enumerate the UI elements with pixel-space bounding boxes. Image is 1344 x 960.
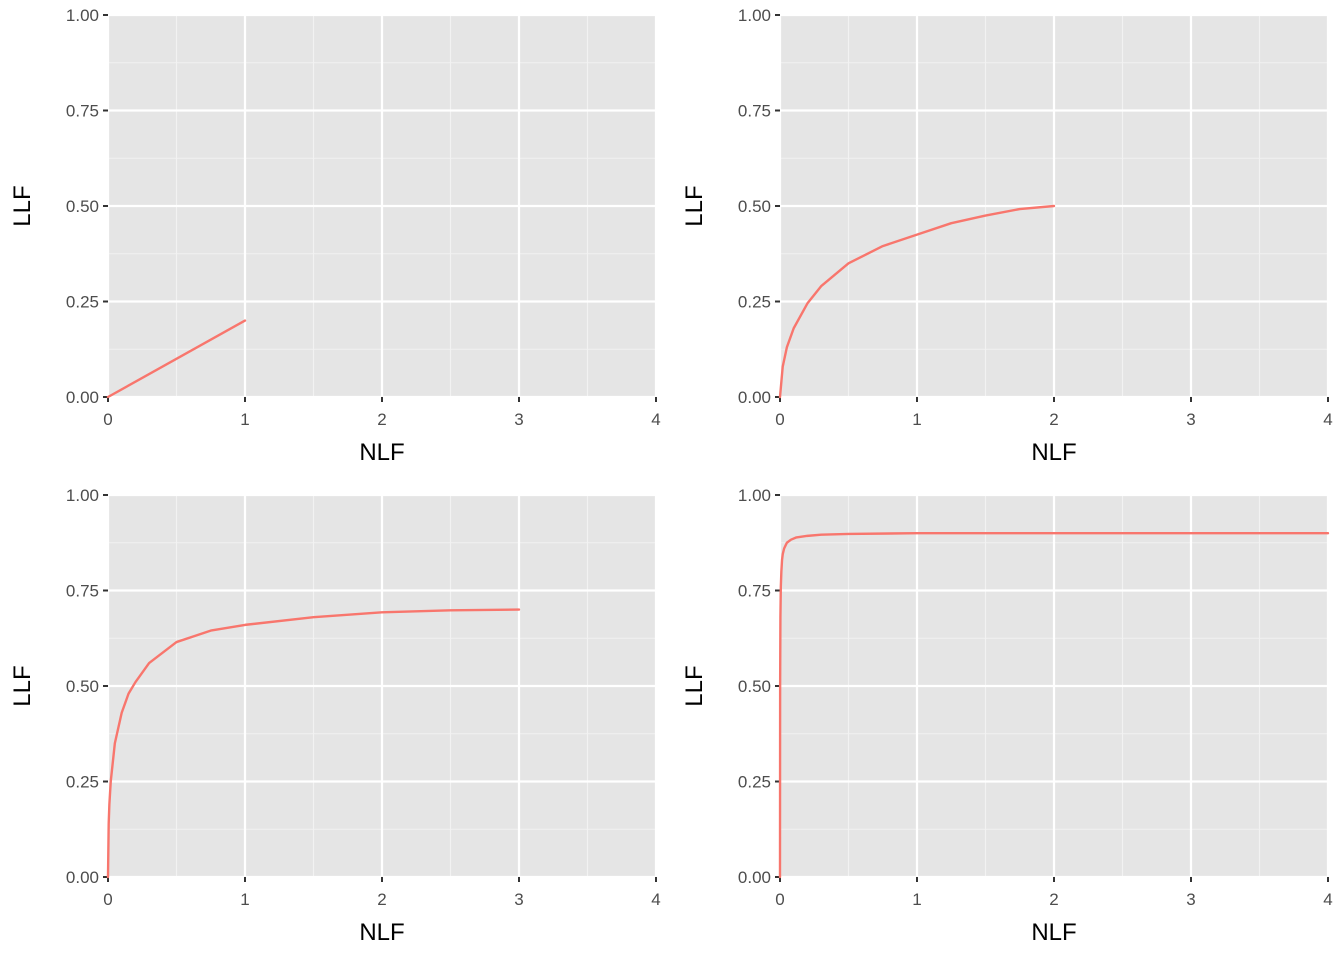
x-tick-label: 2 [1049,890,1058,909]
y-tick-label: 0.50 [66,677,99,696]
x-tick-label: 1 [240,410,249,429]
y-tick-label: 0.00 [66,868,99,887]
y-tick-label: 0.50 [66,197,99,216]
series-line [778,532,1330,879]
x-tick-label: 0 [103,890,112,909]
series-line [778,204,1056,399]
x-tick-label: 4 [651,890,660,909]
series-line [106,608,521,879]
y-tick-label: 0.25 [738,293,771,312]
x-tick-label: 1 [912,890,921,909]
y-tick-label: 1.00 [66,6,99,25]
y-axis-title: LLF [9,665,36,706]
x-axis-title: NLF [1031,919,1076,946]
x-tick-label: 3 [1186,410,1195,429]
x-tick-label: 2 [1049,410,1058,429]
series-line [106,319,247,399]
x-tick-label: 1 [912,410,921,429]
x-tick-label: 2 [377,890,386,909]
y-tick-label: 0.00 [738,868,771,887]
y-tick-label: 1.00 [66,486,99,505]
chart-panel-1: 0 1 2 3 4 0.00 0.25 0.50 0.75 1.00 NLF LLF [9,6,661,466]
chart-panel-2: 0 1 2 3 4 0.00 0.25 0.50 0.75 1.00 NLF LLF [681,6,1333,466]
x-tick-label: 3 [514,890,523,909]
y-tick-label: 0.75 [738,582,771,601]
chart-panel-3: 0 1 2 3 4 0.00 0.25 0.50 0.75 1.00 NLF LLF [9,486,661,946]
x-tick-label: 0 [103,410,112,429]
x-tick-label: 0 [775,890,784,909]
y-tick-label: 0.50 [738,677,771,696]
y-tick-label: 0.75 [66,582,99,601]
x-tick-label: 3 [1186,890,1195,909]
x-tick-label: 4 [651,410,660,429]
x-axis-title: NLF [1031,439,1076,466]
y-axis-title: LLF [681,185,708,226]
x-axis-title: NLF [359,919,404,946]
x-tick-label: 4 [1323,890,1332,909]
x-tick-label: 2 [377,410,386,429]
y-tick-label: 0.75 [738,102,771,121]
y-tick-label: 0.50 [738,197,771,216]
y-tick-label: 0.25 [66,293,99,312]
x-tick-label: 4 [1323,410,1332,429]
chart-panel-4: 0 1 2 3 4 0.00 0.25 0.50 0.75 1.00 NLF LLF [681,486,1333,946]
x-axis-title: NLF [359,439,404,466]
y-axis-title: LLF [681,665,708,706]
y-tick-label: 1.00 [738,6,771,25]
y-tick-label: 0.00 [66,388,99,407]
x-tick-label: 1 [240,890,249,909]
y-tick-label: 0.75 [66,102,99,121]
y-tick-label: 0.25 [738,773,771,792]
x-tick-label: 0 [775,410,784,429]
y-tick-label: 1.00 [738,486,771,505]
y-tick-label: 0.25 [66,773,99,792]
y-axis-title: LLF [9,185,36,226]
x-tick-label: 3 [514,410,523,429]
y-tick-label: 0.00 [738,388,771,407]
